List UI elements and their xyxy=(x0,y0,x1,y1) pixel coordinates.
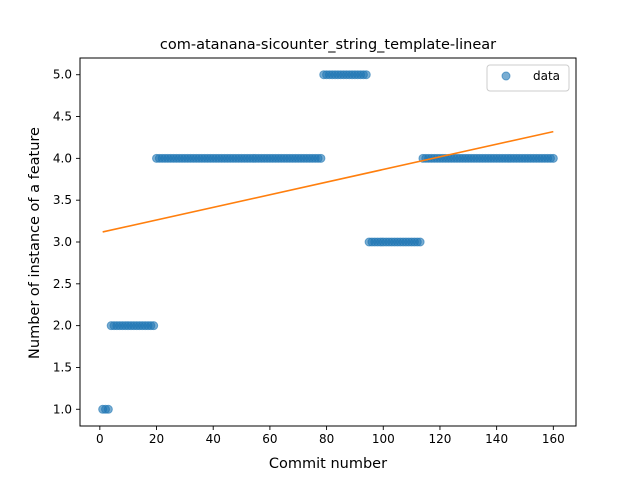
legend-box xyxy=(486,64,570,92)
x-tick-label: 160 xyxy=(542,432,565,446)
x-axis-label: Commit number xyxy=(269,456,387,472)
y-tick-label: 4.0 xyxy=(53,151,72,165)
data-point xyxy=(361,70,371,80)
plot-frame xyxy=(79,57,577,427)
chart-title: com-atanana-sicounter_string_template-li… xyxy=(160,37,496,53)
data-point xyxy=(149,321,159,331)
y-tick-label: 5.0 xyxy=(53,68,72,82)
y-tick-label: 3.5 xyxy=(53,193,72,207)
x-tick-label: 120 xyxy=(429,432,452,446)
y-tick-label: 3.0 xyxy=(53,235,72,249)
data-point xyxy=(316,153,326,163)
ticks: 0 20 40 60 80 100 120 140 160 1.0 1.5 2.0 2.5 3.0 3.5 4… xyxy=(53,68,565,446)
data-point xyxy=(103,404,113,414)
data-point xyxy=(548,153,558,163)
data-point xyxy=(415,237,425,247)
legend: data xyxy=(486,64,570,92)
x-tick-label: 0 xyxy=(96,432,104,446)
y-axis-label: Number of instance of a feature xyxy=(27,127,43,359)
plot-marks xyxy=(98,70,558,414)
legend-marker xyxy=(501,71,511,81)
y-tick-label: 2.0 xyxy=(53,319,72,333)
trend-line xyxy=(102,130,554,233)
y-tick-label: 4.5 xyxy=(53,110,72,124)
x-tick-label: 60 xyxy=(262,432,277,446)
x-tick-label: 80 xyxy=(319,432,334,446)
y-tick-label: 1.0 xyxy=(53,402,72,416)
x-tick-label: 20 xyxy=(149,432,164,446)
x-tick-label: 140 xyxy=(485,432,508,446)
x-tick-label: 40 xyxy=(206,432,221,446)
legend-label-data: data xyxy=(533,69,560,83)
y-tick-label: 2.5 xyxy=(53,277,72,291)
x-tick-label: 100 xyxy=(372,432,395,446)
y-tick-label: 1.5 xyxy=(53,360,72,374)
